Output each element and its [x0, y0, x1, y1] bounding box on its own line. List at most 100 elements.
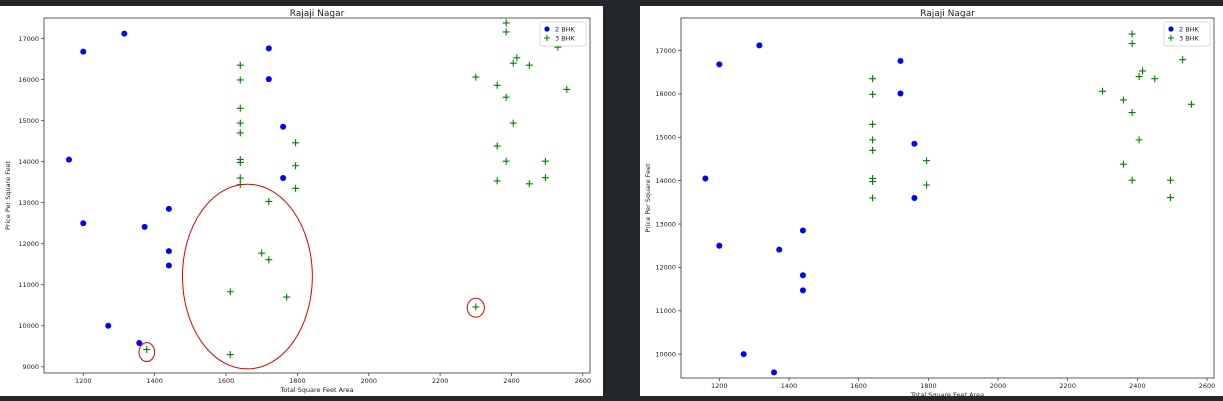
data-point-2bhk: [756, 42, 763, 49]
x-tick-label: 1200: [711, 382, 728, 390]
data-point-2bhk: [740, 351, 747, 358]
data-point-3bhk: [236, 129, 244, 137]
data-point-3bhk: [869, 90, 877, 98]
y-tick-label: 11000: [655, 307, 676, 315]
data-point-3bhk: [1151, 75, 1159, 83]
y-tick-label: 15000: [655, 134, 676, 142]
data-point-3bhk: [1139, 67, 1147, 75]
data-point-3bhk: [502, 93, 510, 101]
data-point-2bhk: [280, 123, 287, 130]
data-point-2bhk: [105, 322, 112, 329]
y-axis-label: Price Per Square Feet: [4, 160, 12, 230]
x-tick-label: 2000: [990, 382, 1007, 390]
data-point-2bhk: [776, 246, 783, 253]
y-tick-label: 13000: [655, 220, 676, 228]
legend-label: 2 BHK: [1179, 25, 1200, 33]
legend-label: 3 BHK: [1179, 34, 1200, 42]
legend-marker-2bhk: [1168, 26, 1174, 32]
data-point-3bhk: [1187, 100, 1195, 108]
data-point-2bhk: [911, 140, 918, 147]
data-point-2bhk: [141, 223, 148, 230]
y-tick-label: 16000: [655, 90, 676, 98]
data-point-3bhk: [493, 81, 501, 89]
data-point-3bhk: [513, 54, 521, 62]
x-tick-label: 2400: [1129, 382, 1146, 390]
data-point-3bhk: [869, 194, 877, 202]
x-tick-label: 1600: [850, 382, 867, 390]
data-point-2bhk: [65, 156, 72, 163]
data-point-2bhk: [799, 272, 806, 279]
x-tick-label: 1400: [781, 382, 798, 390]
y-axis-label: Price Per Square Feet: [644, 163, 652, 233]
data-point-2bhk: [771, 369, 778, 376]
data-point-3bhk: [502, 19, 510, 27]
data-point-3bhk: [258, 249, 266, 257]
outlier-highlight-ellipse: [466, 297, 485, 318]
data-point-3bhk: [1166, 176, 1174, 184]
data-point-2bhk: [165, 205, 172, 212]
y-tick-label: 12000: [18, 240, 39, 248]
x-tick-label: 1200: [75, 377, 92, 385]
left-chart-panel: Rajaji Nagar 1200 1400 1600 1800 2000 2200 2400…: [0, 6, 603, 396]
chart-title: Rajaji Nagar: [920, 9, 975, 19]
data-point-3bhk: [869, 146, 877, 154]
x-tick-label: 2600: [575, 377, 592, 385]
data-point-3bhk: [292, 139, 300, 147]
y-tick-label: 17000: [18, 35, 39, 43]
data-point-3bhk: [1166, 194, 1174, 202]
data-point-2bhk: [702, 175, 709, 182]
data-point-3bhk: [869, 136, 877, 144]
data-point-3bhk: [236, 61, 244, 69]
data-point-3bhk: [226, 288, 234, 296]
data-point-3bhk: [923, 157, 931, 165]
legend-marker-3bhk: [544, 35, 550, 41]
y-tick-label: 14000: [18, 158, 39, 166]
data-point-3bhk: [472, 303, 480, 311]
data-point-3bhk: [236, 158, 244, 166]
data-point-3bhk: [236, 76, 244, 84]
data-point-3bhk: [869, 75, 877, 83]
y-tick-label: 17000: [655, 47, 676, 55]
data-point-3bhk: [1099, 87, 1107, 95]
data-point-3bhk: [1128, 176, 1136, 184]
data-point-2bhk: [165, 248, 172, 255]
data-point-2bhk: [897, 90, 904, 97]
plot-area-frame: [43, 17, 591, 374]
data-point-2bhk: [136, 340, 143, 347]
data-point-3bhk: [525, 61, 533, 69]
x-tick-label: 2200: [1059, 382, 1076, 390]
y-tick-label: 15000: [18, 117, 39, 125]
data-point-3bhk: [541, 157, 549, 165]
chart-title: Rajaji Nagar: [290, 9, 345, 19]
data-point-2bhk: [716, 242, 723, 249]
x-tick-label: 2600: [1199, 382, 1216, 390]
data-point-2bhk: [911, 195, 918, 201]
y-tick-label: 14000: [655, 177, 676, 185]
data-point-3bhk: [541, 174, 549, 182]
legend-marker-2bhk: [544, 26, 550, 32]
y-tick-label: 16000: [18, 76, 39, 84]
plot-area-frame: [680, 17, 1215, 379]
data-point-3bhk: [236, 104, 244, 112]
right-chart-panel: Rajaji Nagar 1200 1400 1600 1800 2000 2200 2400…: [640, 6, 1223, 396]
data-point-3bhk: [525, 180, 533, 188]
data-point-3bhk: [869, 120, 877, 128]
data-point-3bhk: [226, 351, 234, 359]
data-point-2bhk: [799, 287, 806, 294]
data-point-3bhk: [472, 73, 480, 81]
x-tick-label: 2200: [432, 377, 449, 385]
data-point-2bhk: [280, 175, 287, 182]
data-point-3bhk: [509, 119, 517, 127]
x-tick-label: 2400: [503, 377, 520, 385]
data-point-3bhk: [143, 346, 151, 354]
y-tick-label: 13000: [18, 199, 39, 207]
data-point-3bhk: [1128, 30, 1136, 38]
data-point-3bhk: [283, 293, 291, 301]
y-tick-label: 11000: [18, 281, 39, 289]
data-point-3bhk: [292, 184, 300, 192]
x-tick-label: 1600: [218, 377, 235, 385]
data-point-3bhk: [1119, 160, 1127, 168]
data-point-3bhk: [563, 85, 571, 93]
legend-label: 3 BHK: [555, 34, 576, 42]
x-tick-label: 1800: [289, 377, 306, 385]
